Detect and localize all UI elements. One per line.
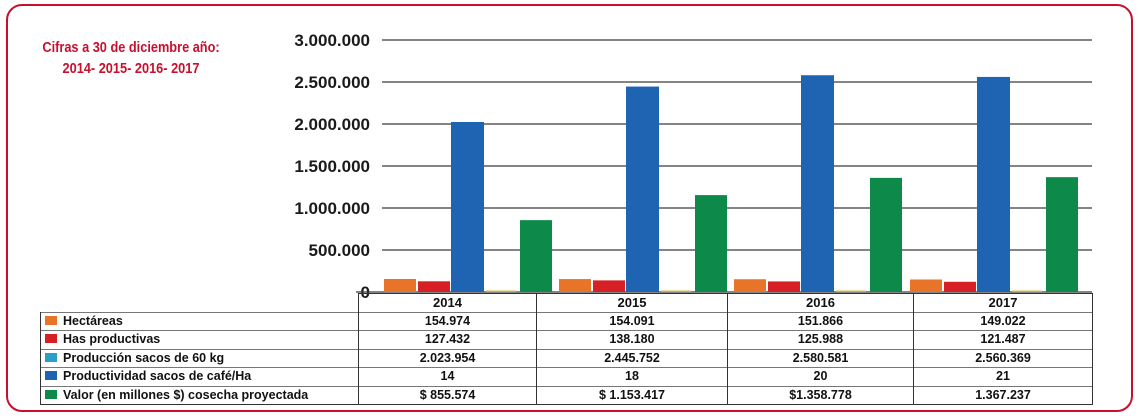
table-cell: 14 (358, 367, 537, 386)
table-cell: 151.866 (727, 312, 914, 331)
table-cell: 2.023.954 (358, 349, 537, 368)
bar (559, 279, 591, 292)
legend-swatch (45, 352, 57, 362)
table-cell: 149.022 (913, 312, 1093, 331)
series-name: Hectáreas (63, 313, 123, 328)
table-header-year: 2014 (358, 293, 537, 312)
table-cell: 121.487 (913, 330, 1093, 349)
y-tick-label: 3.000.000 (294, 31, 370, 50)
bar (836, 290, 866, 292)
series-name: Producción sacos de 60 kg (63, 350, 225, 365)
row-label: Producción sacos de 60 kg (40, 349, 359, 368)
table-header-year: 2015 (536, 293, 728, 312)
y-tick-label: 1.000.000 (294, 199, 370, 218)
bar (661, 290, 691, 292)
bar (695, 195, 727, 292)
table-cell: 2.560.369 (913, 349, 1093, 368)
table-row: Productividad sacos de café/Ha 14 18 20 … (40, 367, 1093, 386)
bar (418, 281, 450, 292)
bar (910, 279, 942, 292)
bar (768, 281, 800, 292)
row-label: Has productivas (40, 330, 359, 349)
y-tick-label: 500.000 (309, 241, 370, 260)
row-label: Valor (en millones $) cosecha proyectada (40, 386, 359, 405)
table-cell: 20 (727, 367, 914, 386)
table-cell: 125.988 (727, 330, 914, 349)
bar-chart: 0500.0001.000.0001.500.0002.000.0002.500… (294, 31, 1092, 300)
bar (486, 290, 516, 292)
table-cell: 1.367.237 (913, 386, 1093, 405)
bar (944, 281, 976, 292)
table-cell: 18 (536, 367, 728, 386)
legend-swatch (45, 371, 57, 381)
table-row: Valor (en millones $) cosecha proyectada… (40, 386, 1093, 405)
bar (734, 279, 766, 292)
bar (520, 220, 552, 292)
y-tick-label: 1.500.000 (294, 157, 370, 176)
table-row: Has productivas 127.432 138.180 125.988 … (40, 330, 1093, 349)
bar (801, 75, 834, 292)
table-cell: $ 1.153.417 (536, 386, 728, 405)
bar (593, 280, 625, 292)
table-header-row: 2014 2015 2016 2017 (40, 293, 1093, 312)
series-name: Productividad sacos de café/Ha (63, 369, 252, 383)
table-cell: $1.358.778 (727, 386, 914, 405)
table-cell: 138.180 (536, 330, 728, 349)
bar (1012, 290, 1042, 292)
series-name: Valor (en millones $) cosecha proyectada (63, 387, 309, 402)
table-row: Hectáreas 154.974 154.091 151.866 149.02… (40, 312, 1093, 331)
date-note: Cifras a 30 de diciembre año: 2014- 2015… (30, 38, 232, 80)
table-cell: $ 855.574 (358, 386, 537, 405)
date-note-line-2: 2014- 2015- 2016- 2017 (62, 61, 200, 77)
bar (1046, 177, 1078, 292)
table-cell: 21 (913, 367, 1093, 386)
table-cell: 2.445.752 (536, 349, 728, 368)
row-label: Hectáreas (40, 312, 359, 331)
series-name: Has productivas (63, 332, 161, 346)
legend-swatch (45, 315, 57, 325)
legend-swatch (45, 389, 57, 399)
bar (626, 86, 659, 293)
table-header-year: 2016 (727, 293, 914, 312)
table-cell: 127.432 (358, 330, 537, 349)
table-cell: 2.580.581 (727, 349, 914, 368)
date-note-line-1: Cifras a 30 de diciembre año: (42, 40, 220, 56)
legend-swatch (45, 334, 57, 344)
data-table: 2014 2015 2016 2017 Hectáreas 154.974 15… (40, 293, 1093, 405)
table-cell: 154.974 (358, 312, 537, 331)
bar (870, 177, 902, 292)
row-label: Productividad sacos de café/Ha (40, 367, 359, 386)
y-tick-label: 2.000.000 (294, 115, 370, 134)
table-header-corner (40, 293, 359, 312)
table-row: Producción sacos de 60 kg 2.023.954 2.44… (40, 349, 1093, 368)
bar (977, 76, 1010, 292)
table-header-year: 2017 (913, 293, 1093, 312)
table-cell: 154.091 (536, 312, 728, 331)
y-tick-label: 2.500.000 (294, 73, 370, 92)
bar (384, 278, 416, 292)
bar (451, 121, 484, 293)
